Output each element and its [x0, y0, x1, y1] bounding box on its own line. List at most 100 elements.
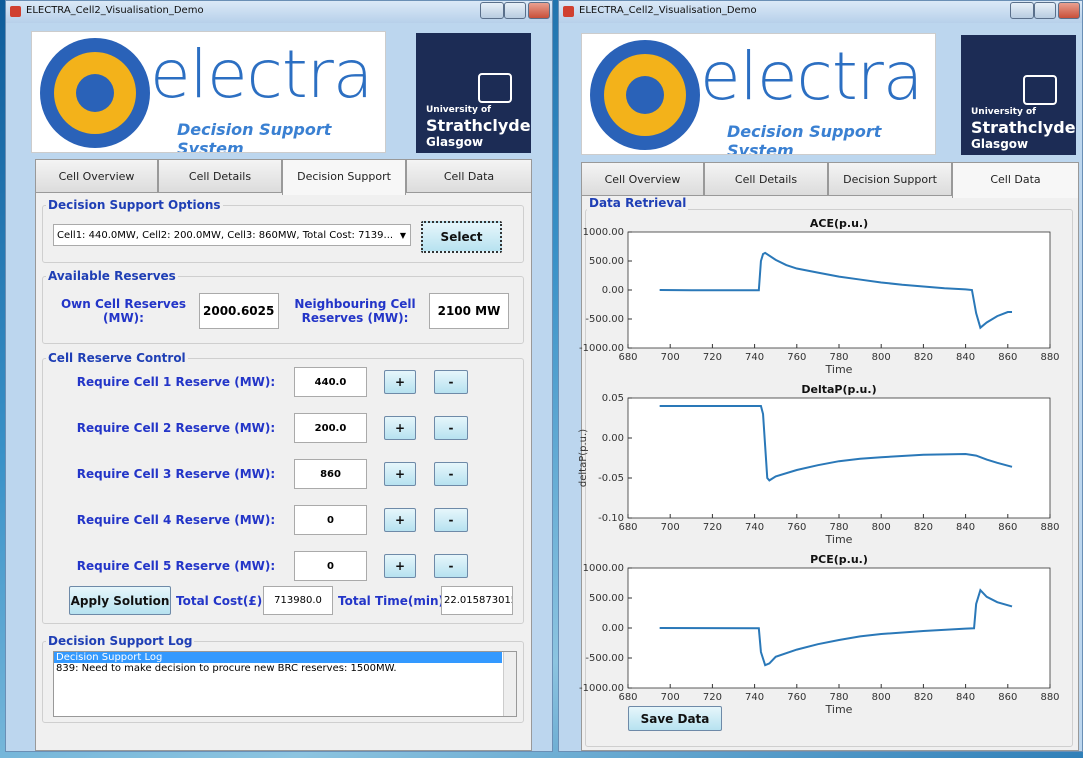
group-box — [42, 358, 524, 624]
uni-prefix: University of — [426, 105, 492, 115]
plus-button[interactable]: + — [384, 462, 416, 486]
tab[interactable]: Cell Overview — [581, 162, 704, 196]
x-tick-label: 740 — [745, 352, 764, 363]
x-tick-label: 740 — [745, 692, 764, 703]
label: Total Cost(£): — [176, 594, 268, 608]
y-tick-label: -1000.00 — [579, 683, 624, 694]
title-bar: ELECTRA_Cell2_Visualisation_Demo — [559, 1, 1082, 23]
x-tick-label: 760 — [787, 352, 806, 363]
y-tick-label: 1000.00 — [583, 563, 624, 574]
uni-prefix: University of — [971, 107, 1037, 117]
label: Require Cell 1 Reserve (MW): — [76, 375, 276, 389]
save-button[interactable]: Save Data — [628, 706, 722, 731]
tab[interactable]: Decision Support — [828, 162, 952, 196]
log-list[interactable]: Decision Support Log 839: Need to make d… — [53, 651, 517, 717]
group-box — [42, 205, 524, 263]
group-title: Data Retrieval — [587, 196, 689, 210]
input[interactable]: 440.0 — [294, 367, 367, 397]
group-title: Available Reserves — [46, 269, 178, 283]
label: Own Cell Reserves (MW): — [60, 297, 187, 325]
dropdown-text: Cell1: 440.0MW, Cell2: 200.0MW, Cell3: 8… — [57, 229, 394, 241]
logo-tagline: Decision Support System — [177, 120, 332, 153]
x-tick-label: 740 — [745, 522, 764, 533]
x-tick-label: 820 — [914, 352, 933, 363]
group-box — [42, 641, 524, 723]
x-tick-label: 720 — [703, 522, 722, 533]
y-tick-label: -0.10 — [598, 513, 624, 524]
input[interactable]: 0 — [294, 505, 367, 535]
y-tick-label: -1000.00 — [579, 343, 624, 354]
tab[interactable]: Cell Data — [406, 159, 532, 193]
dropdown[interactable]: Cell1: 440.0MW, Cell2: 200.0MW, Cell3: 8… — [53, 224, 411, 246]
x-tick-label: 780 — [829, 522, 848, 533]
y-tick-label: -500.00 — [585, 653, 624, 664]
minimize[interactable] — [1010, 2, 1034, 19]
x-tick-label: 760 — [787, 692, 806, 703]
chart-title: ACE(p.u.) — [810, 217, 868, 230]
input[interactable]: 200.0 — [294, 413, 367, 443]
input[interactable]: 713980.0 — [263, 586, 333, 615]
logo-name: electra — [700, 38, 923, 115]
x-tick-label: 860 — [998, 522, 1017, 533]
maximize[interactable] — [1034, 2, 1056, 19]
minus-button[interactable]: - — [434, 462, 468, 486]
group-title: Cell Reserve Control — [46, 351, 188, 365]
y-tick-label: -0.05 — [598, 473, 624, 484]
x-tick-label: 700 — [661, 692, 680, 703]
maximize[interactable] — [504, 2, 526, 19]
input[interactable]: 860 — [294, 459, 367, 489]
plus-button[interactable]: + — [384, 508, 416, 532]
x-tick-label: 680 — [618, 352, 637, 363]
minus-button[interactable]: - — [434, 554, 468, 578]
input[interactable]: 2100 MW — [429, 293, 509, 329]
x-tick-label: 880 — [1040, 352, 1059, 363]
close[interactable] — [1058, 2, 1080, 19]
tab[interactable]: Cell Details — [158, 159, 282, 193]
plus-button[interactable]: + — [384, 416, 416, 440]
uni-name: Strathclyde — [426, 116, 531, 135]
input[interactable]: 2000.6025 MW — [199, 293, 279, 329]
minus-button[interactable]: - — [434, 370, 468, 394]
x-tick-label: 800 — [872, 352, 891, 363]
input[interactable]: 0 — [294, 551, 367, 581]
label: Require Cell 3 Reserve (MW): — [76, 467, 276, 481]
y-tick-label: 500.00 — [589, 256, 624, 267]
university-logo: University of Strathclyde Glasgow — [961, 35, 1076, 155]
window-title: ELECTRA_Cell2_Visualisation_Demo — [26, 5, 204, 16]
x-tick-label: 720 — [703, 692, 722, 703]
x-tick-label: 780 — [829, 352, 848, 363]
x-tick-label: 840 — [956, 352, 975, 363]
window: ELECTRA_Cell2_Visualisation_Demo electra… — [5, 0, 553, 752]
x-tick-label: 720 — [703, 352, 722, 363]
data-line — [659, 251, 1013, 330]
group-title: Decision Support Options — [46, 198, 223, 212]
group-box — [585, 209, 1073, 747]
tab[interactable]: Decision Support — [282, 159, 406, 195]
log-line[interactable]: 839: Need to make decision to procure ne… — [56, 663, 397, 674]
minimize[interactable] — [480, 2, 504, 19]
apply-button[interactable]: Apply Solution — [69, 586, 171, 615]
data-line — [659, 405, 1013, 482]
x-tick-label: 680 — [618, 692, 637, 703]
close[interactable] — [528, 2, 550, 19]
plus-button[interactable]: + — [384, 554, 416, 578]
x-tick-label: 780 — [829, 692, 848, 703]
select-button[interactable]: Select — [421, 221, 502, 253]
tab[interactable]: Cell Details — [704, 162, 828, 196]
input[interactable]: 22.0158730159 — [441, 586, 513, 615]
y-tick-label: 0.00 — [602, 433, 624, 444]
tab[interactable]: Cell Data — [952, 162, 1079, 198]
logo-name: electra — [150, 36, 373, 113]
plus-button[interactable]: + — [384, 370, 416, 394]
minus-button[interactable]: - — [434, 508, 468, 532]
uni-city: Glasgow — [426, 135, 484, 149]
y-tick-label: 0.00 — [602, 623, 624, 634]
x-tick-label: 700 — [661, 522, 680, 533]
x-tick-label: 880 — [1040, 692, 1059, 703]
chart-title: PCE(p.u.) — [810, 553, 868, 566]
minus-button[interactable]: - — [434, 416, 468, 440]
x-tick-label: 700 — [661, 352, 680, 363]
tab[interactable]: Cell Overview — [35, 159, 158, 193]
log-line[interactable]: Decision Support Log — [54, 652, 502, 663]
